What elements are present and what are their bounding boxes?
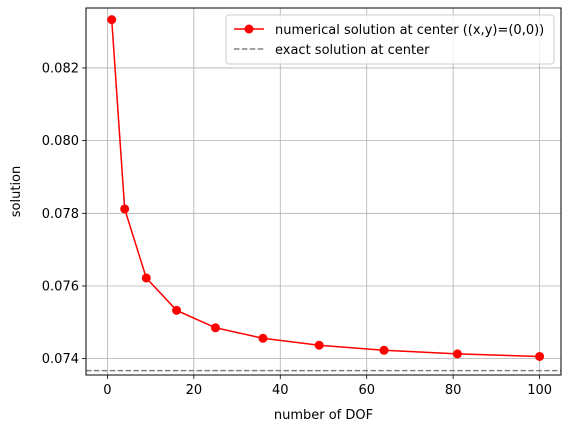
data-point xyxy=(107,15,116,24)
data-point xyxy=(211,323,220,332)
legend-label-numerical: numerical solution at center ((x,y)=(0,0… xyxy=(275,23,544,38)
legend-label-exact: exact solution at center xyxy=(275,43,430,58)
legend-marker-numerical xyxy=(245,25,254,34)
y-tick-label: 0.082 xyxy=(42,61,79,76)
data-point xyxy=(380,346,389,355)
y-axis-label: solution xyxy=(9,166,24,217)
data-point xyxy=(120,204,129,213)
y-tick-label: 0.080 xyxy=(42,134,79,149)
series-layer xyxy=(86,15,561,371)
x-tick-label: 40 xyxy=(272,383,289,398)
x-tick-label: 80 xyxy=(445,383,462,398)
data-point xyxy=(315,341,324,350)
legend: numerical solution at center ((x,y)=(0,0… xyxy=(226,15,554,64)
data-point xyxy=(258,334,267,343)
data-point xyxy=(535,352,544,361)
x-tick-label: 20 xyxy=(186,383,203,398)
data-point xyxy=(172,306,181,315)
y-tick-label: 0.076 xyxy=(42,279,79,294)
data-point xyxy=(453,349,462,358)
x-tick-label: 0 xyxy=(103,383,111,398)
x-tick-label: 100 xyxy=(527,383,552,398)
y-tick-label: 0.074 xyxy=(42,352,79,367)
x-axis-label: number of DOF xyxy=(274,408,373,423)
y-tick-label: 0.078 xyxy=(42,207,79,222)
x-tick-label: 60 xyxy=(358,383,375,398)
data-point xyxy=(142,273,151,282)
